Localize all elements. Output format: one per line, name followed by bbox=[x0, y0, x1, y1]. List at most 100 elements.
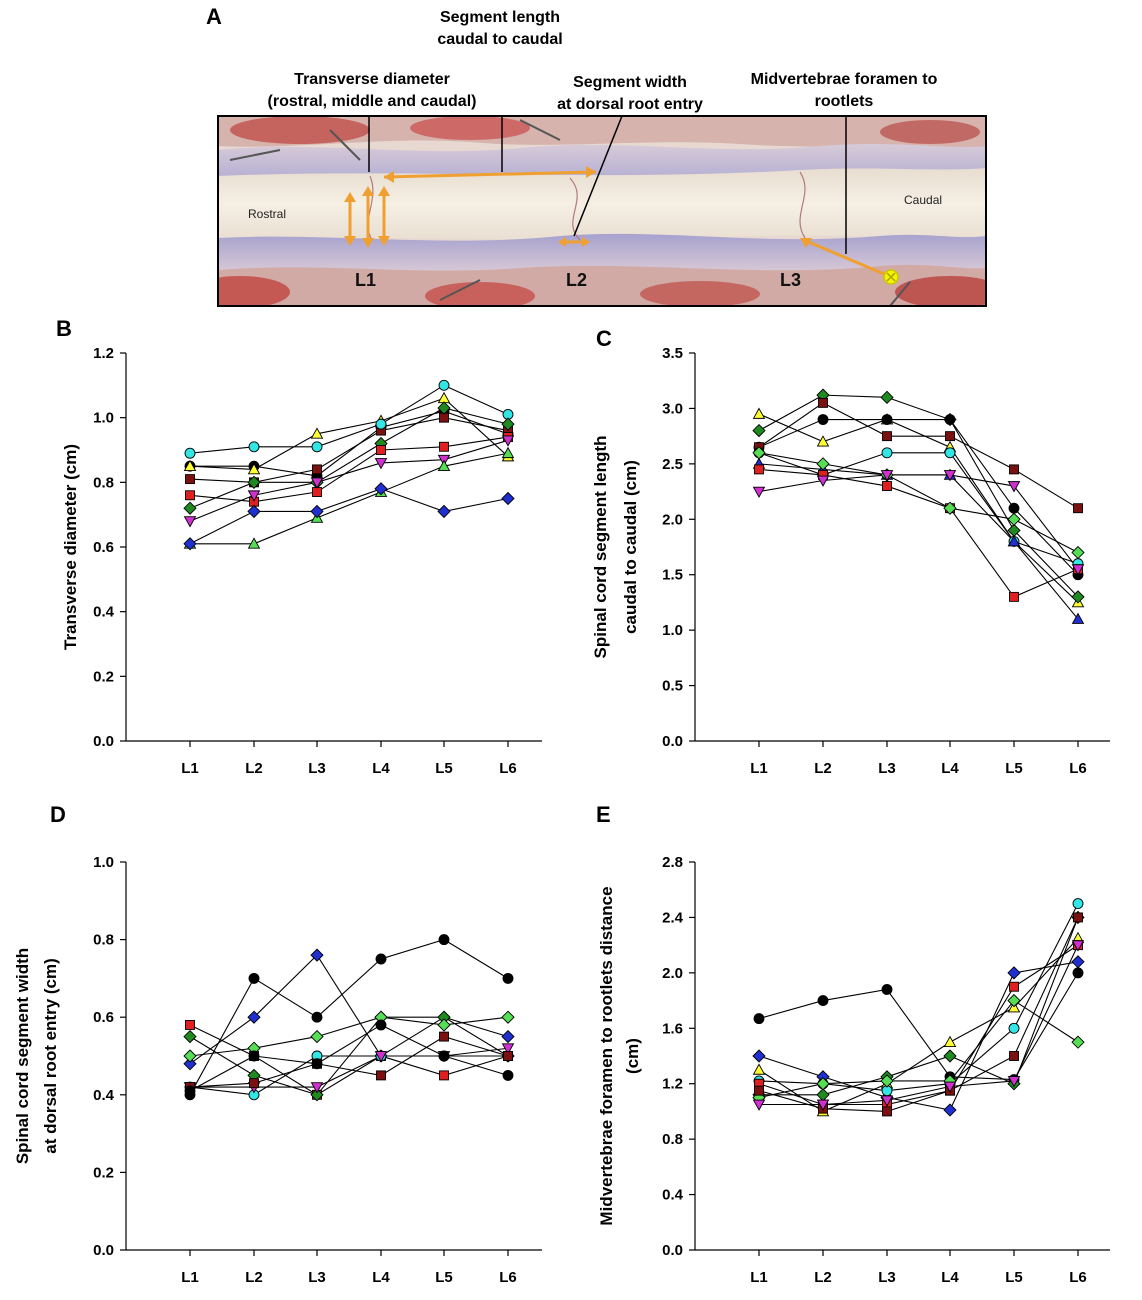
caudal-label: Caudal bbox=[904, 193, 942, 207]
panel-d-series-1-point bbox=[438, 934, 450, 946]
panel-c-series-9-point bbox=[1071, 564, 1085, 576]
panel-d-series-9-point bbox=[438, 1050, 450, 1062]
panel-c-series-6-point bbox=[1071, 612, 1085, 624]
panel-b-x-tick-label: L2 bbox=[245, 760, 263, 777]
annotation-length-line1: Segment length bbox=[440, 9, 560, 26]
panel-d-y-tick-label: 0.8 bbox=[93, 932, 114, 949]
panel-d-y-tick-label: 0.0 bbox=[93, 1242, 114, 1259]
panel-c-series-9-point bbox=[1007, 481, 1021, 493]
level-l1-label: L1 bbox=[355, 270, 376, 290]
panel-e-y-axis-label: (cm) bbox=[623, 1038, 642, 1074]
panel-c-series-line-4 bbox=[758, 402, 1079, 509]
panel-e-x-tick-label: L1 bbox=[750, 1269, 768, 1286]
panel-d-series-8-point bbox=[376, 1070, 386, 1081]
panel-b-series-line-7 bbox=[189, 439, 509, 522]
panel-b-series-7-point bbox=[501, 435, 515, 447]
panel-e-series-8-point bbox=[1073, 912, 1083, 923]
panel-c-y-tick-label: 2.0 bbox=[662, 511, 683, 528]
panel-e-series-2-point bbox=[1007, 966, 1021, 980]
panel-b-x-tick-label: L4 bbox=[372, 760, 390, 777]
panel-b-y-tick-label: 0.6 bbox=[93, 539, 114, 556]
panel-c-x-tick-label: L3 bbox=[878, 760, 896, 777]
panel-c-y-tick-label: 3.5 bbox=[662, 345, 683, 362]
panel-c-y-tick-label: 0.5 bbox=[662, 678, 683, 695]
panel-c-series-3-point bbox=[817, 414, 829, 425]
panel-c-x-tick-label: L1 bbox=[750, 760, 768, 777]
panel-d-series-9-point bbox=[375, 1019, 387, 1031]
panel-b-y-tick-label: 0.2 bbox=[93, 668, 114, 685]
panel-b-series-3-point bbox=[437, 391, 451, 404]
panel-e-series-9-point bbox=[1071, 940, 1085, 952]
annotation-foramen-line1: Midvertebrae foramen to bbox=[751, 71, 938, 88]
panel-e-x-tick-label: L3 bbox=[878, 1269, 896, 1286]
panel-c-series-2-point bbox=[1071, 590, 1085, 604]
panel-c-y-tick-label: 2.5 bbox=[662, 456, 683, 473]
panel-e-series-6-point bbox=[816, 1088, 830, 1102]
panel-e-x-tick-label: L4 bbox=[941, 1269, 959, 1286]
panel-e-y-tick-label: 2.4 bbox=[662, 909, 684, 926]
panel-e-series-1-point bbox=[1072, 967, 1084, 979]
panel-d-series-3-point bbox=[439, 1070, 449, 1081]
panel-e-series-5-point bbox=[1009, 981, 1019, 992]
panel-d-x-tick-label: L6 bbox=[499, 1269, 517, 1286]
panel-c-series-4-point bbox=[945, 431, 955, 442]
panel-d-series-9-point bbox=[184, 1085, 196, 1097]
panel-c-series-8-point bbox=[1071, 545, 1085, 560]
level-l2-label: L2 bbox=[566, 270, 587, 290]
panel-b-x-tick-label: L6 bbox=[499, 760, 517, 777]
panel-c-letter: C bbox=[596, 326, 612, 351]
panel-c-series-line-8 bbox=[758, 452, 1079, 554]
panel-e-series-7-point bbox=[816, 1077, 830, 1091]
panel-e-series-line-7 bbox=[758, 999, 1079, 1099]
panel-d-letter: D bbox=[50, 802, 66, 827]
panel-e-series-1-point bbox=[881, 984, 893, 995]
panel-d-series-7-point bbox=[501, 1043, 515, 1055]
photo-frame bbox=[217, 115, 987, 307]
panel-d-y-tick-label: 0.6 bbox=[93, 1009, 114, 1026]
panel-d-series-9-point bbox=[502, 1069, 514, 1081]
panel-e-x-tick-label: L2 bbox=[814, 1269, 832, 1286]
panel-e-x-tick-label: L6 bbox=[1069, 1269, 1087, 1286]
panel-b-series-8-point bbox=[437, 459, 451, 472]
panel-c-series-8-point bbox=[752, 446, 766, 460]
panel-e-series-7-point bbox=[880, 1074, 894, 1088]
panel-e-series-1-point bbox=[817, 995, 829, 1007]
panel-c-series-3-point bbox=[881, 414, 893, 425]
panel-c-series-9-point bbox=[880, 470, 894, 482]
panel-e-series-9-point bbox=[752, 1099, 766, 1111]
panel-d-x-tick-label: L3 bbox=[308, 1269, 326, 1286]
panel-d-y-tick-label: 1.0 bbox=[93, 854, 114, 871]
panel-b-series-line-5 bbox=[189, 407, 509, 509]
panel-c-series-7-point bbox=[882, 481, 892, 491]
panel-d-series-8-point bbox=[503, 1051, 513, 1061]
panel-b-series-2-point bbox=[312, 464, 322, 475]
panel-b-y-tick-label: 0.8 bbox=[93, 474, 114, 491]
panel-e-series-9-point bbox=[880, 1095, 894, 1107]
panel-b-series-7-point bbox=[310, 477, 324, 489]
panel-b-y-axis-label: Transverse diameter (cm) bbox=[61, 444, 80, 650]
panel-d-series-1-point bbox=[311, 1011, 323, 1023]
panel-b-series-6-point bbox=[312, 487, 322, 497]
panel-c-series-line-7 bbox=[758, 468, 1079, 598]
panel-b-series-4-point bbox=[438, 379, 450, 391]
panel-c-series-line-1 bbox=[758, 413, 1079, 603]
panel-d-series-1-point bbox=[375, 953, 387, 965]
panel-d-series-9-point bbox=[311, 1058, 323, 1070]
panel-c-x-tick-label: L2 bbox=[814, 760, 832, 777]
panel-d-y-tick-label: 0.2 bbox=[93, 1164, 114, 1181]
panel-b-series-line-9 bbox=[189, 488, 509, 545]
panel-e-series-8-point bbox=[754, 1085, 764, 1096]
panel-b-series-9-point bbox=[437, 504, 451, 519]
panel-c-series-8-point bbox=[816, 457, 830, 471]
panel-b-x-tick-label: L3 bbox=[308, 760, 326, 777]
panel-e-series-9-point bbox=[943, 1081, 957, 1093]
panel-c-series-3-point bbox=[944, 414, 956, 425]
panel-b-series-9-point bbox=[310, 504, 324, 519]
annotation-length-line2: caudal to caudal bbox=[437, 31, 562, 48]
panel-c-series-6-point bbox=[1007, 535, 1021, 547]
measurement-arrows bbox=[344, 166, 885, 276]
spinal-cord-photo bbox=[218, 116, 986, 306]
panel-c-series-7-point bbox=[1009, 591, 1019, 602]
annotation-width-line2: at dorsal root entry bbox=[557, 96, 703, 113]
